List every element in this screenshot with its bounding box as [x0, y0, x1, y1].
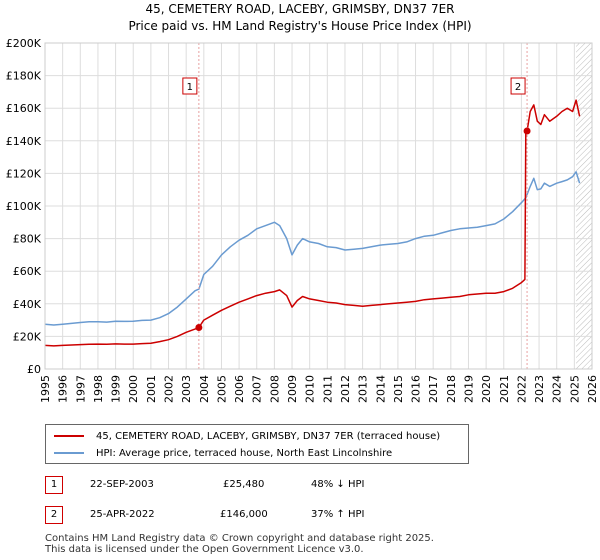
x-tick-label: 2011 [321, 375, 334, 403]
x-tick-label: 1998 [92, 375, 105, 403]
x-tick-label: 2003 [180, 375, 193, 403]
x-tick-label: 2005 [215, 375, 228, 403]
y-tick-label: £80K [13, 233, 42, 246]
legend-label-price: 45, CEMETERY ROAD, LACEBY, GRIMSBY, DN37… [96, 430, 441, 442]
transaction-date: 25-APR-2022 [90, 509, 155, 520]
y-tick-label: £200K [6, 37, 42, 50]
legend-swatch-hpi [54, 452, 84, 454]
x-tick-label: 1999 [110, 375, 123, 403]
y-tick-label: £140K [6, 135, 42, 148]
y-tick-label: £20K [13, 330, 42, 343]
x-tick-label: 2012 [339, 375, 352, 403]
price-chart: 1 2 £0 £20K £40K £60K £80K £100K £120K £140K £160… [6, 37, 599, 403]
y-tick-label: £160K [6, 102, 42, 115]
x-tick-label: 2017 [427, 375, 440, 403]
x-tick-label: 2021 [498, 375, 511, 403]
legend-label-hpi: HPI: Average price, terraced house, Nort… [96, 447, 393, 459]
y-tick-label: £60K [13, 265, 42, 278]
x-tick-label: 2020 [480, 375, 493, 403]
transaction-hpi-change: 37% ↑ HPI [311, 509, 365, 520]
x-tick-label: 2000 [127, 375, 140, 403]
y-tick-label: £100K [6, 200, 42, 213]
transaction-row-2: 2 25-APR-2022 £146,000 37% ↑ HPI [45, 506, 525, 526]
x-tick-label: 2007 [251, 375, 264, 403]
x-tick-label: 2010 [304, 375, 317, 403]
legend-item-hpi: HPI: Average price, terraced house, Nort… [54, 445, 392, 461]
chart-subtitle: Price paid vs. HM Land Registry's House … [128, 19, 472, 33]
footer-license: This data is licensed under the Open Gov… [45, 544, 364, 555]
x-tick-label: 2022 [515, 375, 528, 403]
x-tick-label: 2019 [462, 375, 475, 403]
transaction-date: 22-SEP-2003 [90, 479, 154, 490]
y-tick-label: £40K [13, 298, 42, 311]
transaction-number: 2 [45, 506, 63, 524]
x-tick-label: 2023 [533, 375, 546, 403]
sale-label-2: 2 [515, 82, 521, 93]
y-tick-label: £0 [27, 363, 41, 376]
hpi-line [44, 171, 581, 326]
x-tick-label: 2025 [568, 375, 581, 403]
chart-legend: 45, CEMETERY ROAD, LACEBY, GRIMSBY, DN37… [45, 424, 469, 464]
y-tick-label: £120K [6, 167, 42, 180]
footer-copyright: Contains HM Land Registry data © Crown c… [45, 533, 434, 544]
x-tick-label: 2026 [586, 375, 599, 403]
sale-label-box-1 [182, 77, 198, 95]
x-tick-label: 2001 [145, 375, 158, 403]
x-tick-label: 2024 [551, 375, 564, 403]
plot-frame [44, 42, 593, 370]
x-tick-label: 1997 [74, 375, 87, 403]
transaction-number: 1 [45, 476, 63, 494]
x-tick-label: 2014 [374, 375, 387, 403]
x-tick-label: 2002 [163, 375, 176, 403]
legend-item-price: 45, CEMETERY ROAD, LACEBY, GRIMSBY, DN37… [54, 428, 440, 444]
x-tick-label: 1995 [39, 375, 52, 403]
x-tick-label: 2004 [198, 375, 211, 403]
x-tick-label: 2013 [357, 375, 370, 403]
sale-label-1: 1 [187, 82, 193, 93]
chart-title: 45, CEMETERY ROAD, LACEBY, GRIMSBY, DN37… [145, 2, 455, 16]
x-tick-label: 2009 [286, 375, 299, 403]
transaction-price: £146,000 [220, 509, 268, 520]
sale-point-1 [195, 323, 203, 331]
x-tick-label: 2006 [233, 375, 246, 403]
transaction-price: £25,480 [223, 479, 265, 490]
sale-label-box-2 [510, 77, 526, 95]
x-tick-label: 2015 [392, 375, 405, 403]
x-tick-label: 2008 [268, 375, 281, 403]
transaction-hpi-change: 48% ↓ HPI [311, 479, 365, 490]
y-tick-label: £180K [6, 70, 42, 83]
legend-swatch-price [54, 435, 84, 437]
transaction-row-1: 1 22-SEP-2003 £25,480 48% ↓ HPI [45, 476, 525, 496]
x-tick-label: 2016 [410, 375, 423, 403]
x-tick-label: 1996 [57, 375, 70, 403]
sale-point-2 [523, 127, 531, 135]
x-tick-label: 2018 [445, 375, 458, 403]
